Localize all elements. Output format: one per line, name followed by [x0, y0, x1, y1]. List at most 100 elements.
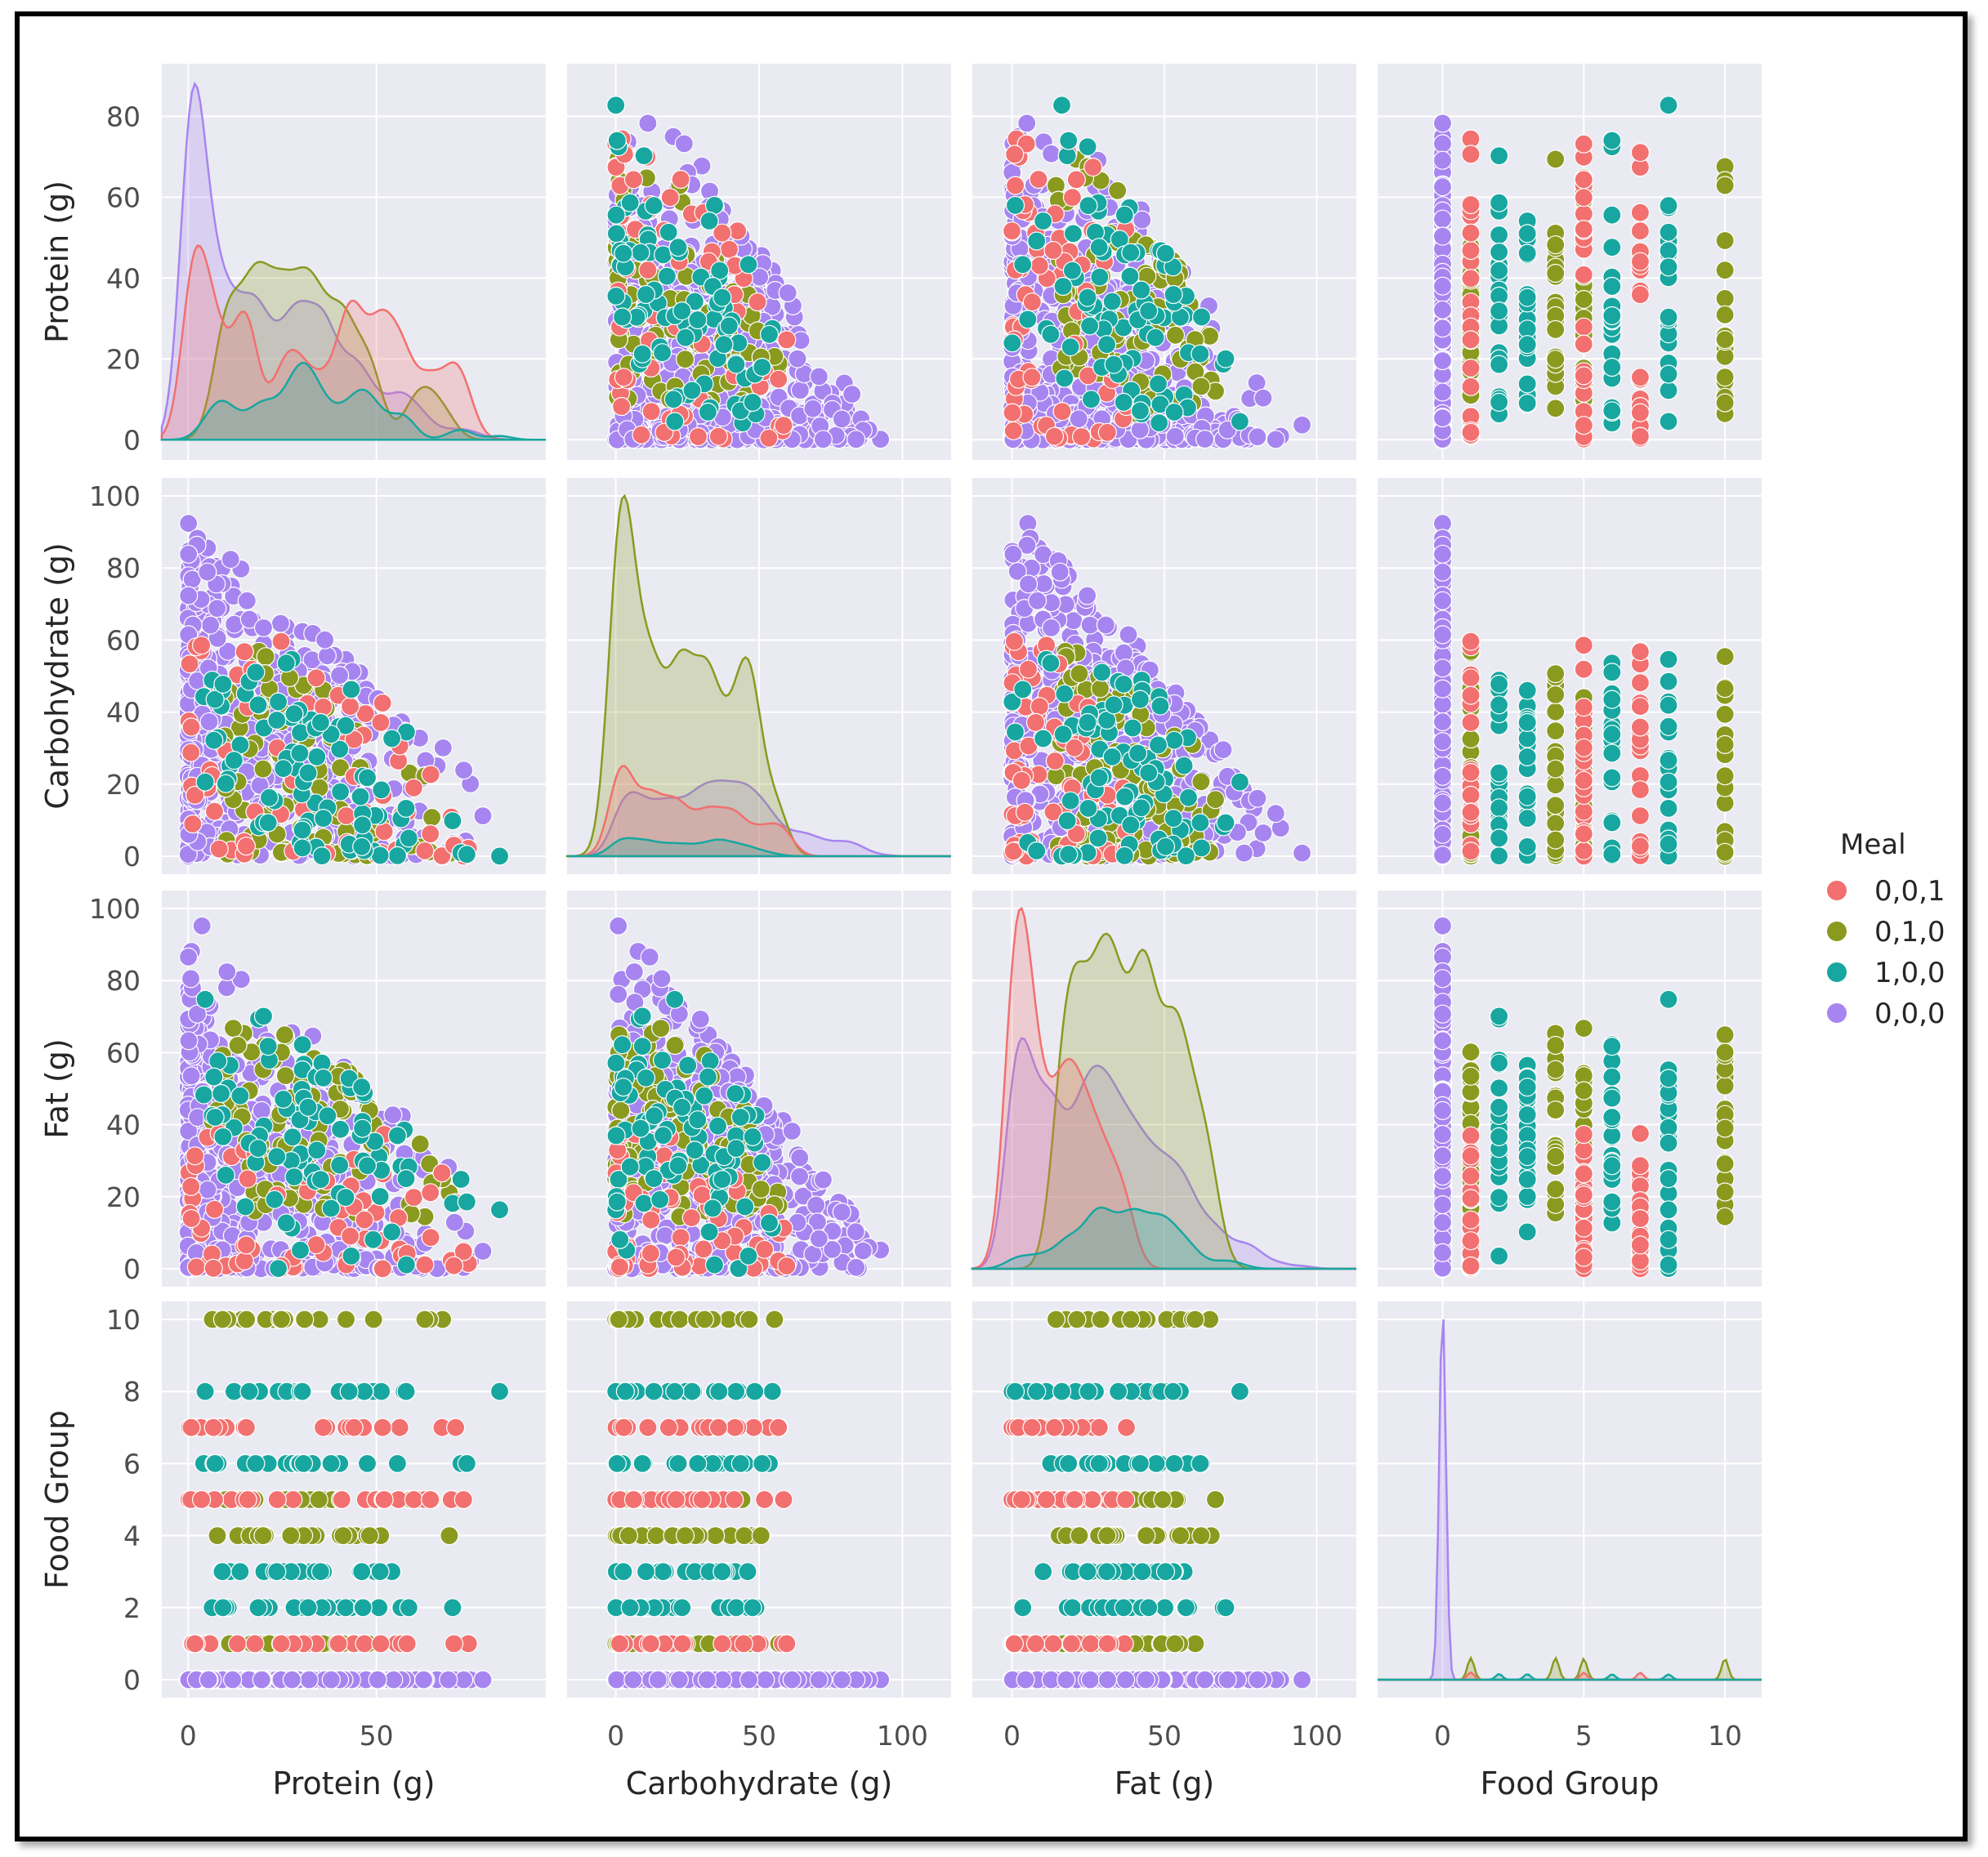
scatter-point — [1005, 176, 1025, 195]
scatter-point — [421, 765, 440, 784]
panel-1-0 — [162, 478, 546, 874]
scatter-point — [1489, 392, 1509, 412]
kde-curve — [160, 361, 546, 441]
scatter-point — [213, 674, 233, 694]
scatter-point — [1191, 307, 1212, 327]
scatter-point — [847, 430, 866, 449]
scatter-point — [1213, 740, 1233, 760]
scatter-point — [1574, 659, 1593, 679]
scatter-point — [404, 778, 423, 797]
scatter-point — [1432, 382, 1453, 402]
scatter-point — [1574, 636, 1593, 655]
scatter-point — [1121, 815, 1141, 835]
scatter-point — [1102, 747, 1122, 767]
scatter-point — [1062, 188, 1083, 208]
scatter-point — [1715, 288, 1735, 308]
scatter-point — [1461, 330, 1481, 350]
legend-label: 0,0,1 — [1874, 875, 1946, 908]
scatter-point — [748, 292, 767, 312]
scatter-point — [759, 324, 780, 344]
scatter-point — [1078, 712, 1097, 733]
scatter-point — [306, 668, 326, 688]
scatter-point — [1630, 403, 1651, 422]
scatter-point — [1253, 388, 1273, 408]
scatter-point — [1230, 412, 1250, 431]
scatter-point — [1659, 650, 1678, 669]
scatter-point — [1461, 269, 1481, 288]
scatter-point — [1191, 772, 1211, 792]
scatter-point — [1715, 704, 1735, 724]
scatter-point — [341, 697, 360, 716]
scatter-point — [634, 146, 654, 166]
scatter-point — [1659, 241, 1678, 261]
scatter-point — [1030, 256, 1049, 275]
scatter-point — [1432, 591, 1453, 610]
y-tick-label: 20 — [106, 769, 141, 801]
scatter-point — [293, 820, 312, 840]
scatter-point — [352, 837, 372, 856]
scatter-point — [1115, 787, 1135, 806]
scatter-point — [1088, 828, 1108, 848]
scatter-point — [1003, 421, 1023, 440]
scatter-point — [1033, 729, 1053, 748]
scatter-point — [1574, 334, 1593, 354]
scatter-point — [1004, 632, 1025, 651]
scatter-point — [660, 188, 680, 208]
scatter-point — [1461, 145, 1481, 164]
scatter-point — [1191, 344, 1210, 364]
scatter-point — [1489, 828, 1509, 848]
scatter-point — [1432, 226, 1453, 246]
scatter-point — [1115, 205, 1134, 225]
scatter-point — [1574, 317, 1593, 337]
scatter-point — [1546, 775, 1566, 795]
scatter-point — [235, 642, 254, 662]
scatter-point — [1266, 803, 1285, 824]
scatter-point — [832, 409, 851, 429]
scatter-point — [1089, 238, 1109, 257]
scatter-point — [1659, 412, 1678, 431]
scatter-point — [1432, 658, 1453, 678]
scatter-point — [1517, 808, 1537, 828]
scatter-point — [1104, 355, 1124, 374]
scatter-point — [657, 266, 677, 286]
scatter-point — [759, 428, 779, 448]
scatter-point — [1602, 768, 1622, 788]
scatter-point — [1191, 377, 1211, 396]
scatter-point — [1050, 562, 1070, 582]
scatter-point — [1041, 618, 1061, 638]
scatter-point — [1130, 690, 1150, 709]
scatter-point — [1489, 301, 1509, 321]
scatter-point — [739, 255, 758, 275]
scatter-point — [351, 787, 370, 806]
scatter-point — [1517, 374, 1537, 394]
scatter-point — [1130, 420, 1150, 440]
scatter-point — [1602, 238, 1622, 257]
scatter-point — [699, 211, 719, 231]
panel-1-3 — [1378, 478, 1762, 874]
scatter-point — [1096, 615, 1116, 635]
scatter-point — [1602, 813, 1622, 833]
y-tick-label: 0 — [123, 841, 141, 873]
scatter-point — [1461, 358, 1481, 378]
scatter-point — [422, 807, 442, 828]
panel-1-1 — [565, 478, 951, 874]
scatter-point — [1090, 267, 1110, 287]
scatter-point — [1461, 841, 1481, 861]
scatter-point — [1630, 673, 1651, 693]
scatter-point — [269, 692, 288, 712]
y-tick-label: 0 — [123, 424, 141, 456]
scatter-point — [443, 810, 462, 831]
y-tick-label: 80 — [106, 100, 141, 132]
scatter-point — [1432, 824, 1453, 844]
scatter-point — [1630, 221, 1651, 241]
scatter-point — [473, 806, 493, 826]
kde-curve — [160, 244, 546, 441]
scatter-point — [1659, 798, 1678, 819]
scatter-point — [1574, 265, 1593, 284]
scatter-point — [611, 396, 632, 417]
scatter-point — [1053, 276, 1073, 297]
scatter-point — [606, 96, 626, 115]
scatter-point — [1191, 813, 1210, 833]
scatter-point — [1005, 722, 1025, 742]
scatter-point — [1003, 403, 1022, 422]
